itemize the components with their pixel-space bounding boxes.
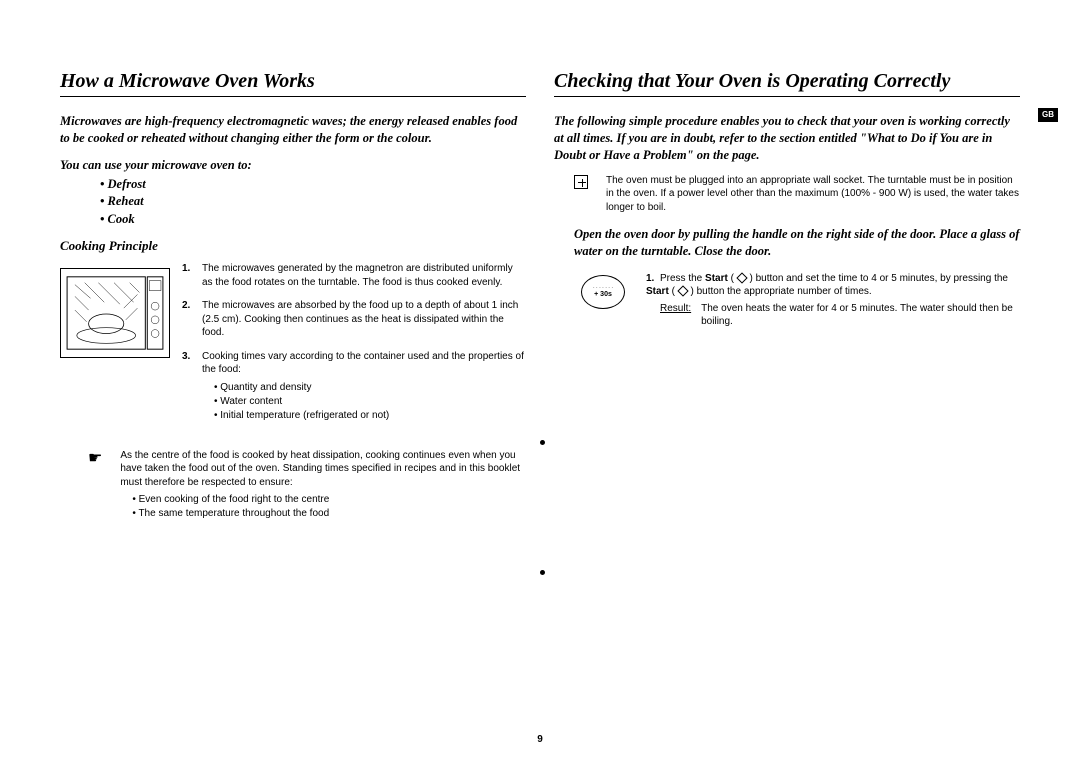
function-list: Defrost Reheat Cook xyxy=(60,176,526,229)
step-intro: Open the oven door by pulling the handle… xyxy=(554,226,1020,260)
note-row: ☛ As the centre of the food is cooked by… xyxy=(60,449,526,522)
language-badge: GB xyxy=(1038,108,1058,122)
function-item: Cook xyxy=(100,211,526,229)
diamond-icon xyxy=(677,286,688,297)
function-item: Reheat xyxy=(100,193,526,211)
principle-step: 1. The microwaves generated by the magne… xyxy=(182,262,526,289)
right-section-title: Checking that Your Oven is Operating Cor… xyxy=(554,70,1020,97)
function-item: Defrost xyxy=(100,176,526,194)
note-bullet: The same temperature throughout the food xyxy=(132,507,526,521)
right-column: GB Checking that Your Oven is Operating … xyxy=(554,70,1020,521)
principle-step: 3. Cooking times vary according to the c… xyxy=(182,350,526,423)
pointer-hand-icon: ☛ xyxy=(88,448,102,522)
use-intro: You can use your microwave oven to: xyxy=(60,157,526,174)
page-number: 9 xyxy=(537,734,543,745)
property-bullet: Quantity and density xyxy=(214,381,526,395)
result-text: The oven heats the water for 4 or 5 minu… xyxy=(701,302,1020,329)
note-text: As the centre of the food is cooked by h… xyxy=(120,450,520,488)
cooking-principle-heading: Cooking Principle xyxy=(60,238,526,254)
principle-steps: 1. The microwaves generated by the magne… xyxy=(182,262,526,433)
result-label: Result: xyxy=(660,302,691,329)
step-row: · · · · · · · + 30s 1.Press the Start ( … xyxy=(554,272,1020,329)
note-bullet: Even cooking of the food right to the ce… xyxy=(132,493,526,507)
right-intro: The following simple procedure enables y… xyxy=(554,113,1020,164)
property-bullet: Water content xyxy=(214,395,526,409)
principle-step: 2. The microwaves are absorbed by the fo… xyxy=(182,299,526,340)
microwave-illustration xyxy=(60,268,170,358)
left-section-title: How a Microwave Oven Works xyxy=(60,70,526,97)
separator-dot xyxy=(540,570,545,575)
separator-dot xyxy=(540,440,545,445)
info-text: The oven must be plugged into an appropr… xyxy=(606,174,1020,215)
step-number: 1. xyxy=(646,272,660,286)
info-plus-icon xyxy=(574,175,588,189)
diamond-icon xyxy=(736,272,747,283)
property-bullet: Initial temperature (refrigerated or not… xyxy=(214,409,526,423)
info-row: The oven must be plugged into an appropr… xyxy=(554,174,1020,215)
left-intro: Microwaves are high-frequency electromag… xyxy=(60,113,526,147)
left-column: How a Microwave Oven Works Microwaves ar… xyxy=(60,70,526,521)
start-button-illustration: · · · · · · · + 30s xyxy=(574,272,632,312)
